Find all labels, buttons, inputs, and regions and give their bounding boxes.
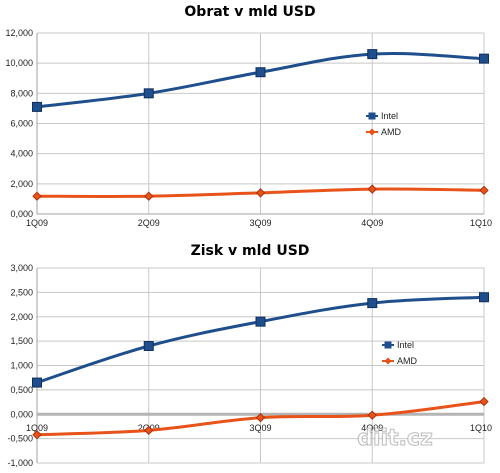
chart1-point-amd: [255, 188, 266, 198]
chart1-ytick-label: 10,000: [5, 58, 33, 68]
chart1-point-amd: [32, 191, 42, 201]
chart1-plot-area: 0,000 2,000 4,000 6,000 8,000 10,000 12,000 1Q0…: [5, 28, 492, 228]
chart1-xtick-label: 1Q09: [26, 218, 48, 228]
chart1-legend-label: Intel: [381, 111, 398, 121]
chart2-plot-area: -1,000 -0,500 0,000 0,500 1,000 1,500 2,000 2,5…: [7, 263, 492, 468]
chart2-ytick-label: 3,000: [10, 263, 33, 273]
chart1-xtick-label: 3Q09: [249, 218, 271, 228]
chart1-ytick-label: 12,000: [5, 28, 33, 38]
chart2-ytick-label: 1,000: [10, 361, 33, 371]
chart1-point-intel: [32, 101, 42, 112]
watermark-logo: diit.cz: [357, 426, 433, 451]
chart1-point-amd: [144, 191, 154, 201]
chart1-point-intel: [255, 67, 266, 78]
chart2-xtick-label: 1Q10: [470, 423, 492, 433]
chart2-point-amd: [479, 396, 489, 407]
chart1-ytick-label: 4,000: [10, 149, 33, 159]
chart1-xtick-label: 1Q10: [470, 218, 492, 228]
chart2-legend-marker: [384, 357, 392, 365]
chart2-ytick-label: -0,500: [7, 434, 33, 444]
chart2-point-intel: [479, 292, 489, 303]
chart2-point-amd: [255, 412, 266, 423]
chart1-ytick-label: 0,000: [10, 209, 33, 219]
chart2-ytick-label: 0,000: [10, 409, 33, 419]
chart2-legend-label: Intel: [397, 340, 414, 350]
chart2-point-intel: [32, 377, 42, 388]
chart1-xtick-label: 2Q09: [138, 218, 160, 228]
chart1-ytick-label: 2,000: [10, 179, 33, 189]
chart2-xtick-label: 4Q09: [361, 423, 383, 433]
chart2-legend-marker: [384, 341, 392, 349]
chart1-point-intel: [367, 49, 378, 60]
chart1-point-intel: [479, 53, 489, 64]
chart2-legend-label: AMD: [397, 356, 418, 366]
chart2-ytick-label: 0,500: [10, 385, 33, 395]
chart2-ytick-label: -1,000: [7, 458, 33, 468]
chart2-point-amd: [367, 410, 377, 420]
chart1-point-intel: [143, 88, 154, 99]
chart2-point-amd: [32, 430, 42, 440]
chart1-ytick-label: 6,000: [10, 119, 33, 129]
chart2-title: Zisk v mld USD: [191, 243, 310, 259]
chart2-point-intel: [367, 298, 378, 309]
chart1-point-amd: [367, 184, 377, 194]
chart1-legend-label: AMD: [381, 127, 402, 137]
chart1-ytick-label: 8,000: [10, 88, 33, 98]
chart2-ytick-label: 2,000: [10, 312, 33, 322]
chart2-xtick-label: 3Q09: [249, 423, 271, 433]
chart1-xtick-label: 4Q09: [361, 218, 383, 228]
chart2-xtick-label: 1Q09: [26, 423, 48, 433]
chart1-point-amd: [479, 185, 489, 196]
chart2-point-intel: [143, 341, 154, 351]
chart2-point-amd: [144, 425, 154, 436]
chart2-ytick-label: 1,500: [10, 336, 33, 346]
chart1-title: Obrat v mld USD: [184, 4, 315, 20]
chart1-legend-marker: [368, 128, 376, 136]
chart1-legend-marker: [368, 112, 376, 120]
chart2-point-intel: [255, 316, 266, 327]
chart2-ytick-label: 2,500: [10, 287, 33, 297]
